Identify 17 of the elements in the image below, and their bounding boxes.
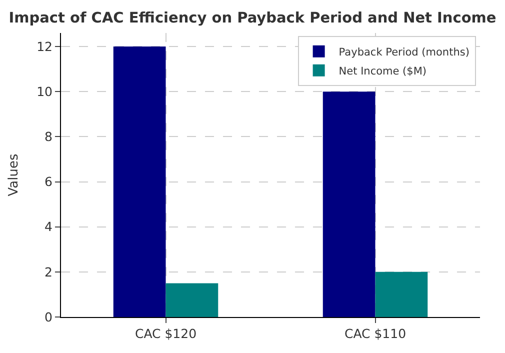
x-tick-label: CAC $110 xyxy=(344,326,406,341)
y-tick-label: 2 xyxy=(44,264,52,280)
y-tick-label: 8 xyxy=(44,129,53,144)
y-axis-title: Values xyxy=(6,154,22,196)
y-tick-label: 10 xyxy=(36,84,53,99)
y-tick-label: 0 xyxy=(44,309,53,324)
chart-title: Impact of CAC Efficiency on Payback Period and Net Income xyxy=(8,10,496,27)
bar xyxy=(166,283,218,317)
bar xyxy=(322,92,376,317)
bar xyxy=(375,272,428,317)
legend-label: Net Income ($M) xyxy=(338,65,426,78)
y-tick-label: 12 xyxy=(36,38,52,54)
y-tick-label: 4 xyxy=(44,219,53,234)
legend-label: Payback Period (months) xyxy=(338,46,470,58)
bar xyxy=(113,46,166,317)
y-tick-label: 6 xyxy=(44,174,53,190)
x-tick-label: CAC $120 xyxy=(134,326,197,341)
